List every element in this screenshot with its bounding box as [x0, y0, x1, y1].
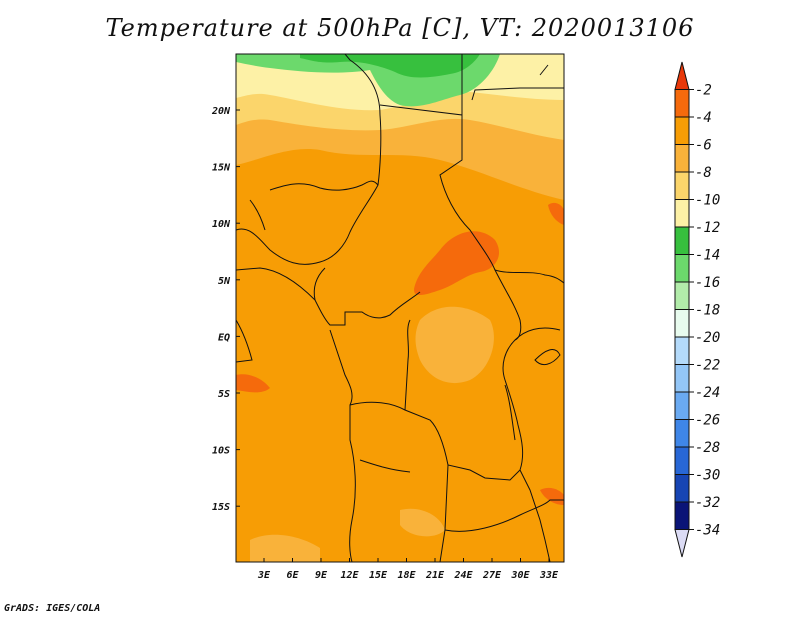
- cool-patch-south: [250, 534, 320, 562]
- colorbar-segment: [674, 171, 690, 200]
- lon-tick-label: 33E: [539, 570, 559, 581]
- colorbar-segment: [674, 501, 690, 530]
- colorbar-segment: [674, 281, 690, 310]
- colorbar-label: -30: [695, 468, 720, 484]
- colorbar-label: -4: [695, 110, 712, 126]
- colorbar-label: -12: [695, 220, 720, 236]
- warm-patch-east: [548, 202, 564, 225]
- colorbar-top-arrow: [674, 61, 690, 90]
- colorbar-segment: [674, 89, 690, 118]
- map-frame: [235, 53, 565, 563]
- lat-tick-label: 5S: [218, 389, 230, 400]
- warm-patch-southeast: [540, 487, 564, 505]
- colorbar-label: -6: [695, 138, 712, 154]
- colorbar-label: -10: [695, 193, 720, 209]
- colorbar-segment: [674, 254, 690, 283]
- lon-tick-label: 27E: [482, 570, 502, 581]
- colorbar-segment: [674, 116, 690, 145]
- colorbar-segment: [674, 446, 690, 475]
- colorbar-segment: [674, 391, 690, 420]
- colorbar: -2 -4 -6 -8 -10 -12 -14 -16 -18 -20 -22 -24 -26 -28 -3…: [674, 61, 720, 558]
- lon-tick-label: 21E: [425, 570, 445, 581]
- lon-tick-label: 9E: [315, 570, 328, 581]
- lon-tick-label: 15E: [369, 570, 388, 581]
- colorbar-segment: [674, 199, 690, 228]
- grads-credit: GrADS: IGES/COLA: [4, 603, 101, 614]
- lat-tick-label: 5N: [218, 276, 231, 287]
- colorbar-segment: [674, 144, 690, 173]
- cool-patch-congo: [415, 306, 494, 384]
- lat-tick-label: 10S: [212, 446, 230, 457]
- lat-tick-label: 15N: [212, 163, 231, 174]
- lon-axis: 3E 6E 9E 12E 15E 18E 21E 24E 27E 30E 33E: [257, 558, 559, 581]
- lon-tick-label: 30E: [510, 570, 530, 581]
- warm-patch-central: [414, 231, 500, 295]
- lat-tick-label: EQ: [218, 332, 230, 343]
- colorbar-label: -8: [695, 165, 712, 181]
- colorbar-segment: [674, 474, 690, 503]
- lon-tick-label: 6E: [286, 570, 299, 581]
- colorbar-label: -14: [695, 248, 720, 264]
- lat-tick-label: 15S: [212, 502, 230, 513]
- colorbar-segment: [674, 419, 690, 448]
- colorbar-label: -16: [695, 275, 720, 291]
- country-borders: [236, 54, 564, 562]
- colorbar-label: -2: [695, 83, 712, 99]
- colorbar-label: -20: [695, 330, 720, 346]
- colorbar-bottom-arrow: [674, 529, 690, 558]
- colorbar-label: -18: [695, 303, 720, 319]
- lat-tick-label: 10N: [212, 219, 231, 230]
- colorbar-label: -34: [695, 523, 720, 539]
- band-green-dark: [300, 54, 480, 78]
- lon-tick-label: 18E: [397, 570, 416, 581]
- colorbar-segment: [674, 309, 690, 338]
- colorbar-label: -22: [695, 358, 720, 374]
- warm-patch-west: [236, 374, 270, 393]
- colorbar-label: -32: [695, 495, 720, 511]
- colorbar-label: -24: [695, 385, 720, 401]
- colorbar-label: -28: [695, 440, 720, 456]
- colorbar-segment: [674, 226, 690, 255]
- colorbar-label: -26: [695, 413, 720, 429]
- lon-tick-label: 3E: [257, 570, 271, 581]
- temperature-field: [236, 54, 564, 562]
- colorbar-segment: [674, 364, 690, 393]
- lat-tick-label: 20N: [211, 106, 231, 117]
- colorbar-segment: [674, 336, 690, 365]
- cool-patch-angola: [400, 508, 445, 537]
- lon-tick-label: 24E: [453, 570, 473, 581]
- lat-axis: 20N 15N 10N 5N EQ 5S 10S 15S: [211, 106, 240, 513]
- lon-tick-label: 12E: [340, 570, 359, 581]
- map-title: Temperature at 500hPa [C], VT: 202001310…: [105, 14, 695, 42]
